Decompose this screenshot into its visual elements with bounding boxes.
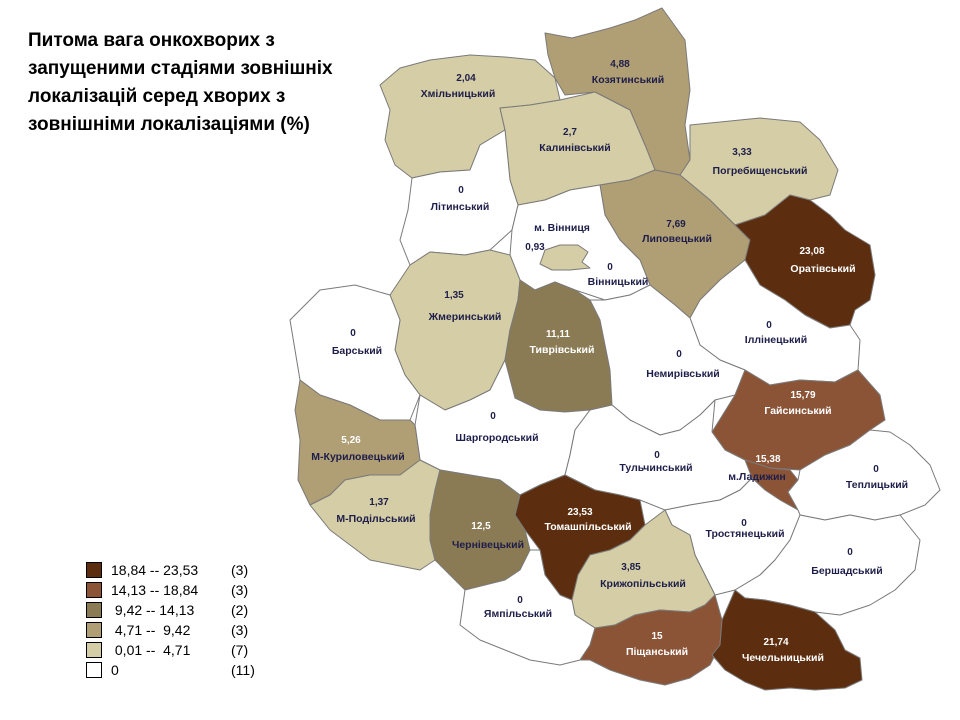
label-chechelnytskyi: Чечельницький bbox=[742, 652, 824, 664]
value-tulchynskyi: 0 bbox=[654, 450, 660, 461]
label-tulchynskyi: Тульчинський bbox=[619, 462, 692, 474]
map-title: Питома вага онкохворих з запущеними стад… bbox=[28, 30, 333, 135]
legend-swatch bbox=[86, 582, 102, 598]
value-zhmerynskyi: 1,35 bbox=[444, 290, 464, 301]
legend-row: 4,71 -- 9,42 (3) bbox=[86, 620, 286, 640]
label-vinnytsia-city: м. Вінниця bbox=[534, 222, 590, 234]
region-bershadskyi[interactable] bbox=[734, 514, 921, 616]
legend-count: (11) bbox=[231, 662, 255, 678]
legend-swatch bbox=[86, 562, 102, 578]
region-pishchanskyi[interactable] bbox=[579, 594, 723, 686]
value-barskyi: 0 bbox=[350, 328, 356, 339]
label-pohrebyshchenskyi: Погребищенський bbox=[713, 165, 808, 177]
label-tyvrivskyi: Тиврівський bbox=[530, 344, 595, 356]
value-chernivetskyi: 12,5 bbox=[471, 521, 491, 532]
legend-range: 14,13 -- 18,84 bbox=[111, 582, 199, 598]
legend-swatch bbox=[86, 642, 102, 658]
label-pishchanskyi: Піщанський bbox=[626, 646, 688, 658]
legend-range: 18,84 -- 23,53 bbox=[111, 562, 199, 578]
value-chechelnytskyi: 21,74 bbox=[763, 637, 788, 648]
value-trostianetskyi: 0 bbox=[741, 518, 747, 529]
legend-count: (3) bbox=[231, 582, 249, 598]
legend-count: (2) bbox=[231, 602, 249, 618]
value-koziatynskyi: 4,88 bbox=[610, 59, 630, 70]
legend-count: (3) bbox=[231, 562, 249, 578]
value-litynskyi: 0 bbox=[458, 185, 464, 196]
label-ladyzhyn: м.Ладижин bbox=[728, 471, 786, 483]
value-vinnytskyi: 0 bbox=[607, 262, 613, 273]
map-legend: 18,84 -- 23,53 (3) 14,13 -- 18,84 (3) 9,… bbox=[86, 560, 286, 680]
value-mkurylovetskyi: 5,26 bbox=[341, 435, 361, 446]
value-haisynskyi: 15,79 bbox=[790, 390, 815, 401]
label-bershadskyi: Бершадський bbox=[811, 565, 882, 577]
value-nemyrivskyi: 0 bbox=[676, 349, 682, 360]
value-pohrebyshchenskyi: 3,33 bbox=[732, 147, 752, 158]
label-nemyrivskyi: Немирівський bbox=[646, 368, 720, 380]
value-kryzhopilskyi: 3,85 bbox=[621, 562, 641, 573]
legend-range: 0,01 -- 4,71 bbox=[111, 642, 191, 658]
label-lypovetskyi: Липовецький bbox=[642, 233, 712, 245]
value-mpodilskyi: 1,37 bbox=[369, 497, 389, 508]
label-yampilskyi: Ямпільський bbox=[484, 608, 552, 620]
legend-range: 4,71 -- 9,42 bbox=[111, 622, 191, 638]
value-kalynivskyi: 2,7 bbox=[563, 127, 577, 138]
value-orativskyi: 23,08 bbox=[799, 246, 824, 257]
region-nemyrivskyi[interactable] bbox=[589, 284, 746, 436]
label-kalynivskyi: Калинівський bbox=[539, 142, 610, 154]
value-shargorodskyi: 0 bbox=[490, 411, 496, 422]
value-tomashpilskyi: 23,53 bbox=[567, 507, 592, 518]
value-bershadskyi: 0 bbox=[847, 547, 853, 558]
label-orativskyi: Оратівський bbox=[790, 263, 855, 275]
legend-swatch bbox=[86, 622, 102, 638]
value-teplytskyi: 0 bbox=[873, 464, 879, 475]
label-tomashpilskyi: Томашпільський bbox=[544, 521, 631, 533]
region-vinnytsia-city[interactable] bbox=[539, 244, 591, 271]
label-khmilnytskyi: Хмільницький bbox=[421, 88, 496, 100]
legend-swatch bbox=[86, 602, 102, 618]
label-koziatynskyi: Козятинський bbox=[592, 74, 664, 86]
legend-row: 14,13 -- 18,84 (3) bbox=[86, 580, 286, 600]
label-zhmerynskyi: Жмеринський bbox=[428, 311, 502, 323]
legend-row: 9,42 -- 14,13 (2) bbox=[86, 600, 286, 620]
label-mpodilskyi: М-Подільський bbox=[336, 513, 415, 525]
value-ladyzhyn: 15,38 bbox=[755, 454, 780, 465]
region-chechelnytskyi[interactable] bbox=[711, 589, 863, 691]
label-litynskyi: Літинський bbox=[431, 201, 490, 213]
value-khmilnytskyi: 2,04 bbox=[456, 73, 476, 84]
legend-swatch bbox=[86, 662, 102, 678]
legend-row: 18,84 -- 23,53 (3) bbox=[86, 560, 286, 580]
legend-row: 0 (11) bbox=[86, 660, 286, 680]
label-chernivetskyi: Чернівецький bbox=[452, 539, 524, 551]
label-barskyi: Барський bbox=[332, 345, 382, 357]
value-pishchanskyi: 15 bbox=[651, 631, 663, 642]
label-haisynskyi: Гайсинський bbox=[764, 405, 831, 417]
legend-count: (3) bbox=[231, 622, 249, 638]
value-tyvrivskyi: 11,11 bbox=[546, 329, 570, 340]
legend-row: 0,01 -- 4,71 (7) bbox=[86, 640, 286, 660]
value-yampilskyi: 0 bbox=[517, 595, 523, 606]
label-teplytskyi: Теплицький bbox=[846, 479, 908, 491]
region-yampilskyi[interactable] bbox=[459, 549, 596, 666]
legend-range: 9,42 -- 14,13 bbox=[111, 602, 195, 618]
value-vinnytsia-city: 0,93 bbox=[525, 242, 545, 253]
label-mkurylovetskyi: М-Куриловецький bbox=[311, 451, 404, 463]
label-shargorodskyi: Шаргородський bbox=[455, 432, 538, 444]
label-trostianetskyi: Тростянецький bbox=[705, 528, 784, 540]
label-illinetskyi: Іллінецький bbox=[745, 334, 807, 346]
label-vinnytskyi: Вінницький bbox=[588, 276, 649, 288]
legend-count: (7) bbox=[231, 642, 249, 658]
value-illinetskyi: 0 bbox=[766, 320, 772, 331]
value-lypovetskyi: 7,69 bbox=[666, 219, 686, 230]
legend-range: 0 bbox=[111, 662, 119, 678]
label-kryzhopilskyi: Крижопільський bbox=[600, 578, 686, 590]
